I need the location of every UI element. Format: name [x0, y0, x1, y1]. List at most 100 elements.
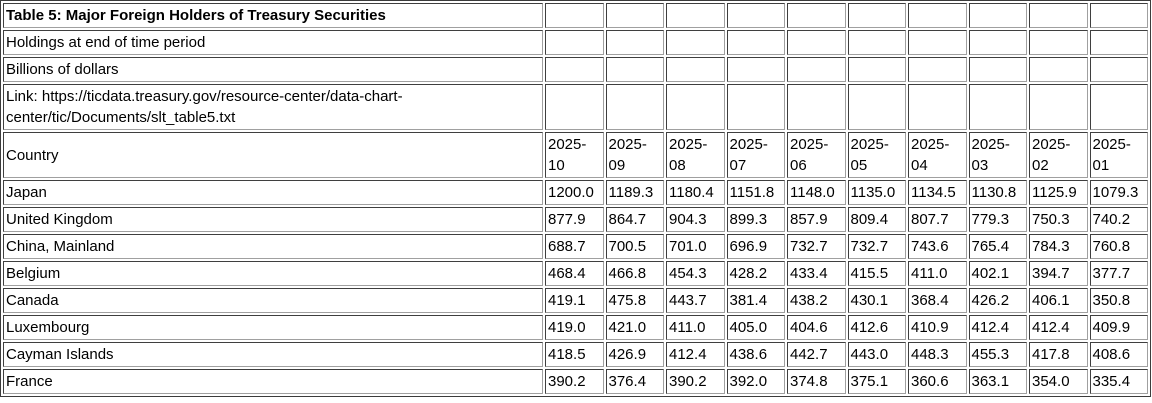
table-title: Table 5: Major Foreign Holders of Treasu…	[3, 3, 543, 28]
value-cell: 857.9	[787, 207, 846, 232]
value-cell: 1079.3	[1089, 180, 1148, 205]
value-cell: 448.3	[908, 342, 967, 367]
empty-cell	[1089, 30, 1148, 55]
table-row-china-mainland: China, Mainland 688.7 700.5 701.0 696.9 …	[3, 234, 1148, 259]
value-cell: 779.3	[968, 207, 1027, 232]
empty-cell	[847, 84, 906, 130]
empty-cell	[1029, 30, 1088, 55]
value-cell: 433.4	[787, 261, 846, 286]
country-cell: China, Mainland	[3, 234, 543, 259]
empty-cell	[726, 30, 785, 55]
country-cell: Luxembourg	[3, 315, 543, 340]
value-cell: 426.2	[968, 288, 1027, 313]
empty-cell	[968, 84, 1027, 130]
period-column-header: 2025-05	[847, 132, 906, 178]
empty-cell	[968, 57, 1027, 82]
value-cell: 428.2	[726, 261, 785, 286]
empty-cell	[605, 84, 664, 130]
period-column-header: 2025-01	[1089, 132, 1148, 178]
value-cell: 1180.4	[666, 180, 725, 205]
value-cell: 392.0	[726, 369, 785, 394]
empty-cell	[666, 57, 725, 82]
value-cell: 1125.9	[1029, 180, 1088, 205]
value-cell: 1135.0	[847, 180, 906, 205]
value-cell: 390.2	[666, 369, 725, 394]
value-cell: 466.8	[605, 261, 664, 286]
subtitle-row-units: Billions of dollars	[3, 57, 1148, 82]
empty-cell	[787, 30, 846, 55]
period-column-header: 2025-04	[908, 132, 967, 178]
empty-cell	[787, 3, 846, 28]
value-cell: 696.9	[726, 234, 785, 259]
value-cell: 438.2	[787, 288, 846, 313]
value-cell: 1148.0	[787, 180, 846, 205]
value-cell: 402.1	[968, 261, 1027, 286]
value-cell: 335.4	[1089, 369, 1148, 394]
value-cell: 412.4	[666, 342, 725, 367]
period-column-header: 2025-03	[968, 132, 1027, 178]
value-cell: 1189.3	[605, 180, 664, 205]
value-cell: 360.6	[908, 369, 967, 394]
value-cell: 419.1	[545, 288, 604, 313]
empty-cell	[847, 3, 906, 28]
empty-cell	[1089, 57, 1148, 82]
empty-cell	[605, 3, 664, 28]
value-cell: 732.7	[847, 234, 906, 259]
empty-cell	[908, 57, 967, 82]
value-cell: 415.5	[847, 261, 906, 286]
empty-cell	[1029, 84, 1088, 130]
table-row-cayman-islands: Cayman Islands 418.5 426.9 412.4 438.6 4…	[3, 342, 1148, 367]
value-cell: 412.4	[1029, 315, 1088, 340]
value-cell: 877.9	[545, 207, 604, 232]
period-column-header: 2025-09	[605, 132, 664, 178]
value-cell: 688.7	[545, 234, 604, 259]
value-cell: 1151.8	[726, 180, 785, 205]
country-cell: France	[3, 369, 543, 394]
subtitle-units: Billions of dollars	[3, 57, 543, 82]
value-cell: 368.4	[908, 288, 967, 313]
value-cell: 419.0	[545, 315, 604, 340]
empty-cell	[1089, 3, 1148, 28]
country-cell: Japan	[3, 180, 543, 205]
value-cell: 454.3	[666, 261, 725, 286]
value-cell: 354.0	[1029, 369, 1088, 394]
source-link-row: Link: https://ticdata.treasury.gov/resou…	[3, 84, 1148, 130]
value-cell: 377.7	[1089, 261, 1148, 286]
value-cell: 421.0	[605, 315, 664, 340]
empty-cell	[545, 30, 604, 55]
value-cell: 864.7	[605, 207, 664, 232]
empty-cell	[787, 57, 846, 82]
value-cell: 438.6	[726, 342, 785, 367]
period-column-header: 2025-06	[787, 132, 846, 178]
value-cell: 405.0	[726, 315, 785, 340]
empty-cell	[726, 84, 785, 130]
value-cell: 443.0	[847, 342, 906, 367]
value-cell: 701.0	[666, 234, 725, 259]
period-column-header: 2025-02	[1029, 132, 1088, 178]
empty-cell	[908, 30, 967, 55]
period-column-header: 2025-10	[545, 132, 604, 178]
value-cell: 765.4	[968, 234, 1027, 259]
value-cell: 376.4	[605, 369, 664, 394]
value-cell: 700.5	[605, 234, 664, 259]
value-cell: 442.7	[787, 342, 846, 367]
value-cell: 404.6	[787, 315, 846, 340]
value-cell: 363.1	[968, 369, 1027, 394]
country-cell: Cayman Islands	[3, 342, 543, 367]
value-cell: 409.9	[1089, 315, 1148, 340]
country-column-header: Country	[3, 132, 543, 178]
value-cell: 430.1	[847, 288, 906, 313]
empty-cell	[908, 3, 967, 28]
empty-cell	[1089, 84, 1148, 130]
value-cell: 412.4	[968, 315, 1027, 340]
value-cell: 455.3	[968, 342, 1027, 367]
empty-cell	[1029, 57, 1088, 82]
value-cell: 375.1	[847, 369, 906, 394]
value-cell: 1130.8	[968, 180, 1027, 205]
value-cell: 1200.0	[545, 180, 604, 205]
empty-cell	[787, 84, 846, 130]
source-link-text: Link: https://ticdata.treasury.gov/resou…	[3, 84, 543, 130]
value-cell: 904.3	[666, 207, 725, 232]
empty-cell	[726, 3, 785, 28]
